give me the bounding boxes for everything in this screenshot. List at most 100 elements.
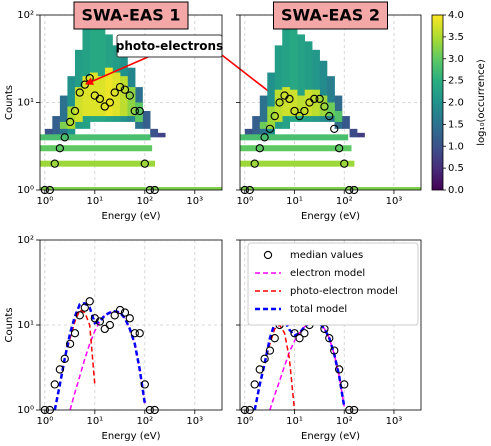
heatmap-cell [97, 76, 106, 117]
heatmap-cell [319, 60, 328, 122]
heatmap-cell [297, 95, 305, 117]
heatmap-cell [252, 116, 261, 138]
median-marker [110, 311, 119, 320]
annotation-text: photo-electrons [116, 39, 223, 53]
heatmap-stripe [240, 187, 421, 190]
heatmap-cell [59, 95, 68, 138]
heatmap-stripe [40, 160, 156, 167]
median-marker [65, 339, 75, 349]
legend-box [247, 242, 419, 326]
heatmap-cell [112, 72, 121, 117]
colorbar-tick-label: 1.0 [448, 141, 464, 152]
heatmap-cell [82, 76, 91, 117]
median-marker [255, 365, 264, 374]
median-marker [50, 380, 59, 389]
x-tick-label: 10² [136, 416, 153, 427]
heatmap-cell [289, 23, 298, 122]
median-marker [100, 324, 109, 334]
median-marker [135, 329, 144, 338]
legend-label: photo-electron model [290, 286, 398, 297]
heatmap-cell [341, 116, 350, 129]
median-marker [70, 329, 80, 338]
median-marker [330, 124, 339, 133]
heatmap-cell [259, 95, 268, 138]
heatmap-cell [297, 34, 305, 122]
median-marker [140, 380, 149, 389]
median-marker [300, 329, 309, 338]
heatmap-cell [282, 23, 291, 129]
heatmap-cell [282, 87, 291, 117]
heatmap-cell [304, 89, 313, 117]
heatmap-stripe [40, 145, 153, 152]
median-marker [95, 317, 104, 326]
y-tick-label: 10⁰ [17, 405, 34, 416]
plot-area [40, 240, 222, 410]
heatmap-cell [334, 110, 343, 122]
median-marker [320, 102, 329, 111]
heatmap-cell [105, 67, 113, 117]
x-tick-label: 10¹ [286, 196, 303, 207]
heatmap-cell [274, 45, 283, 129]
median-marker [105, 98, 115, 107]
y-tick-label: 10² [17, 10, 34, 21]
median-marker [295, 111, 304, 121]
colorbar-tick-label: 3.5 [448, 32, 464, 43]
heatmap-cell [289, 89, 298, 117]
median-marker [255, 144, 264, 153]
title-box [73, 1, 189, 30]
median-marker [120, 308, 130, 317]
median-marker [105, 320, 115, 330]
heatmap-cell [327, 102, 335, 117]
median-marker [130, 106, 139, 116]
median-marker [265, 124, 275, 133]
heatmap-stripe [240, 134, 349, 141]
heatmap-cell [312, 49, 320, 122]
median-marker [50, 159, 59, 168]
median-marker [250, 380, 259, 389]
heatmap-cell [127, 87, 136, 117]
colorbar [431, 14, 444, 191]
heatmap-cell [259, 121, 268, 129]
heatmap-cell [59, 121, 68, 129]
heatmap-cell [267, 72, 276, 138]
colorbar-label: log₁₀(occurrence) [476, 59, 487, 146]
median-marker [335, 365, 344, 374]
median-marker [325, 111, 334, 121]
x-axis-label: Energy (eV) [301, 431, 360, 442]
heatmap-cell [120, 76, 128, 117]
x-tick-label: 10² [336, 196, 353, 207]
model-line [253, 316, 346, 410]
heatmap-cell [44, 128, 53, 138]
panel-title: SWA-EAS 2 [281, 6, 380, 25]
model-line [53, 301, 147, 410]
x-tick-label: 10⁰ [36, 416, 53, 427]
heatmap-cell [157, 132, 166, 138]
median-marker [125, 314, 134, 323]
median-marker [135, 106, 144, 116]
median-marker [335, 144, 344, 153]
panel-title: SWA-EAS 1 [81, 6, 180, 25]
heatmap-stripe [40, 187, 222, 190]
heatmap-cell [89, 72, 98, 117]
median-marker [115, 305, 125, 315]
y-axis-label: Counts [4, 308, 15, 343]
annotation-arrow [85, 56, 149, 85]
median-marker [290, 106, 299, 116]
y-tick-label: 10⁰ [17, 185, 34, 196]
median-marker [295, 334, 304, 343]
heatmap-cell [52, 116, 61, 138]
median-marker [275, 98, 284, 107]
median-marker [55, 144, 65, 153]
legend-label: median values [290, 250, 363, 261]
median-marker [100, 102, 109, 111]
colorbar-tick-label: 4.0 [448, 10, 464, 21]
title-box [273, 1, 388, 30]
y-tick-label: 10¹ [17, 320, 34, 331]
plot-area [240, 15, 421, 190]
x-tick-label: 10¹ [286, 416, 303, 427]
legend-label: total model [290, 304, 347, 315]
heatmap-stripe [240, 160, 355, 167]
annotation-box [116, 34, 223, 58]
x-axis-label: Energy (eV) [102, 431, 161, 442]
